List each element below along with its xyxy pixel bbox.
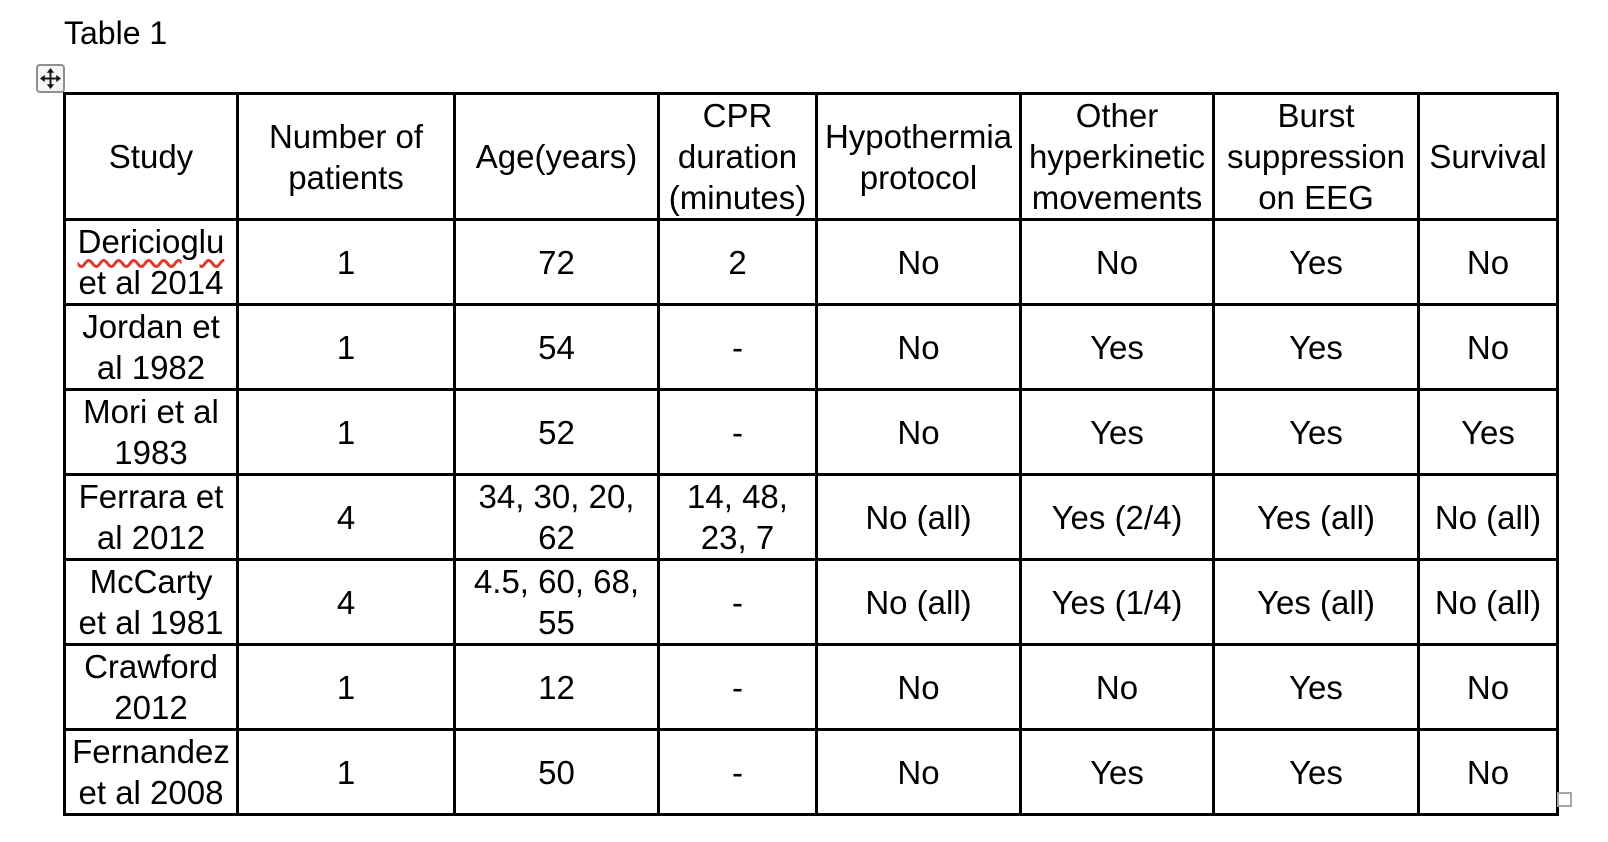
- table-body: Dericioglu et al 2014 1 72 2 No No Yes N…: [63, 218, 1559, 816]
- cell-patients[interactable]: 4: [236, 558, 456, 646]
- cell-burst[interactable]: Yes: [1212, 303, 1420, 391]
- cell-cpr[interactable]: -: [657, 728, 818, 816]
- column-header-burst-suppression[interactable]: Burst suppression on EEG: [1212, 92, 1420, 221]
- cell-patients[interactable]: 1: [236, 643, 456, 731]
- column-header-patients[interactable]: Number of patients: [236, 92, 456, 221]
- column-header-hyperkinetic[interactable]: Other hyperkinetic movements: [1019, 92, 1215, 221]
- cell-survival[interactable]: No (all): [1417, 558, 1559, 646]
- cell-study[interactable]: Dericioglu et al 2014: [63, 218, 239, 306]
- cell-hypothermia[interactable]: No: [815, 643, 1022, 731]
- cell-age[interactable]: 72: [453, 218, 660, 306]
- cell-hypothermia[interactable]: No: [815, 303, 1022, 391]
- cell-survival[interactable]: Yes: [1417, 388, 1559, 476]
- table-row: Crawford 2012 1 12 - No No Yes No: [63, 643, 1559, 731]
- cell-cpr[interactable]: -: [657, 388, 818, 476]
- cell-age[interactable]: 52: [453, 388, 660, 476]
- cell-hypothermia[interactable]: No (all): [815, 558, 1022, 646]
- cell-survival[interactable]: No: [1417, 303, 1559, 391]
- column-header-survival[interactable]: Survival: [1417, 92, 1559, 221]
- column-header-study[interactable]: Study: [63, 92, 239, 221]
- cell-age[interactable]: 54: [453, 303, 660, 391]
- cell-hypothermia[interactable]: No: [815, 218, 1022, 306]
- study-comparison-table: Study Number of patients Age(years) CPR …: [63, 92, 1559, 816]
- cell-patients[interactable]: 1: [236, 388, 456, 476]
- cell-burst[interactable]: Yes: [1212, 728, 1420, 816]
- cell-age[interactable]: 4.5, 60, 68, 55: [453, 558, 660, 646]
- cell-cpr[interactable]: -: [657, 643, 818, 731]
- cell-age[interactable]: 12: [453, 643, 660, 731]
- study-line: Jordan et: [82, 308, 220, 345]
- cell-cpr[interactable]: 14, 48, 23, 7: [657, 473, 818, 561]
- cell-hyperkinetic[interactable]: Yes (2/4): [1019, 473, 1215, 561]
- table-row: Ferrara et al 2012 4 34, 30, 20, 62 14, …: [63, 473, 1559, 561]
- cell-hyperkinetic[interactable]: No: [1019, 218, 1215, 306]
- cell-survival[interactable]: No: [1417, 728, 1559, 816]
- table-row: Jordan et al 1982 1 54 - No Yes Yes No: [63, 303, 1559, 391]
- cell-survival[interactable]: No: [1417, 218, 1559, 306]
- cell-survival[interactable]: No: [1417, 643, 1559, 731]
- cell-patients[interactable]: 4: [236, 473, 456, 561]
- table-row: Mori et al 1983 1 52 - No Yes Yes Yes: [63, 388, 1559, 476]
- cell-burst[interactable]: Yes: [1212, 643, 1420, 731]
- cell-hypothermia[interactable]: No: [815, 388, 1022, 476]
- cell-age[interactable]: 50: [453, 728, 660, 816]
- study-line: Mori et al: [83, 393, 219, 430]
- cell-study[interactable]: Fernandez et al 2008: [63, 728, 239, 816]
- cell-burst[interactable]: Yes (all): [1212, 473, 1420, 561]
- cell-cpr[interactable]: -: [657, 303, 818, 391]
- cell-patients[interactable]: 1: [236, 728, 456, 816]
- table-row: Fernandez et al 2008 1 50 - No Yes Yes N…: [63, 728, 1559, 816]
- table-caption: Table 1: [64, 15, 168, 51]
- study-line: et al 2008: [78, 774, 224, 811]
- header-row: Study Number of patients Age(years) CPR …: [63, 92, 1559, 221]
- cell-age[interactable]: 34, 30, 20, 62: [453, 473, 660, 561]
- study-line: McCarty: [89, 563, 213, 600]
- cell-hyperkinetic[interactable]: Yes: [1019, 388, 1215, 476]
- misspelled-word: Dericioglu: [77, 223, 225, 260]
- cell-burst[interactable]: Yes: [1212, 388, 1420, 476]
- cell-survival[interactable]: No (all): [1417, 473, 1559, 561]
- cell-cpr[interactable]: -: [657, 558, 818, 646]
- study-line: Ferrara et: [78, 478, 224, 515]
- column-header-age[interactable]: Age(years): [453, 92, 660, 221]
- study-line: Fernandez: [72, 733, 230, 770]
- cell-hypothermia[interactable]: No (all): [815, 473, 1022, 561]
- table-move-handle[interactable]: [36, 64, 65, 93]
- cell-hyperkinetic[interactable]: Yes (1/4): [1019, 558, 1215, 646]
- cell-patients[interactable]: 1: [236, 218, 456, 306]
- column-header-hypothermia[interactable]: Hypothermia protocol: [815, 92, 1022, 221]
- cell-hyperkinetic[interactable]: Yes: [1019, 728, 1215, 816]
- study-line: al 2012: [96, 519, 206, 556]
- table-header: Study Number of patients Age(years) CPR …: [63, 92, 1559, 221]
- table-row: McCarty et al 1981 4 4.5, 60, 68, 55 - N…: [63, 558, 1559, 646]
- cell-patients[interactable]: 1: [236, 303, 456, 391]
- cell-study[interactable]: Ferrara et al 2012: [63, 473, 239, 561]
- study-line: al 1982: [96, 349, 206, 386]
- cell-burst[interactable]: Yes: [1212, 218, 1420, 306]
- column-header-cpr-duration[interactable]: CPR duration (minutes): [657, 92, 818, 221]
- cell-cpr[interactable]: 2: [657, 218, 818, 306]
- study-line: et al 1981: [78, 604, 224, 641]
- four-way-move-icon: [40, 68, 61, 89]
- table-resize-handle[interactable]: [1557, 792, 1572, 807]
- study-line: 1983: [114, 434, 188, 471]
- cell-hyperkinetic[interactable]: Yes: [1019, 303, 1215, 391]
- cell-hyperkinetic[interactable]: No: [1019, 643, 1215, 731]
- study-line: Crawford: [84, 648, 218, 685]
- cell-study[interactable]: McCarty et al 1981: [63, 558, 239, 646]
- table-row: Dericioglu et al 2014 1 72 2 No No Yes N…: [63, 218, 1559, 306]
- study-line: 2012: [114, 689, 188, 726]
- cell-study[interactable]: Mori et al 1983: [63, 388, 239, 476]
- cell-study[interactable]: Jordan et al 1982: [63, 303, 239, 391]
- study-line: et al 2014: [78, 264, 224, 301]
- cell-hypothermia[interactable]: No: [815, 728, 1022, 816]
- cell-burst[interactable]: Yes (all): [1212, 558, 1420, 646]
- cell-study[interactable]: Crawford 2012: [63, 643, 239, 731]
